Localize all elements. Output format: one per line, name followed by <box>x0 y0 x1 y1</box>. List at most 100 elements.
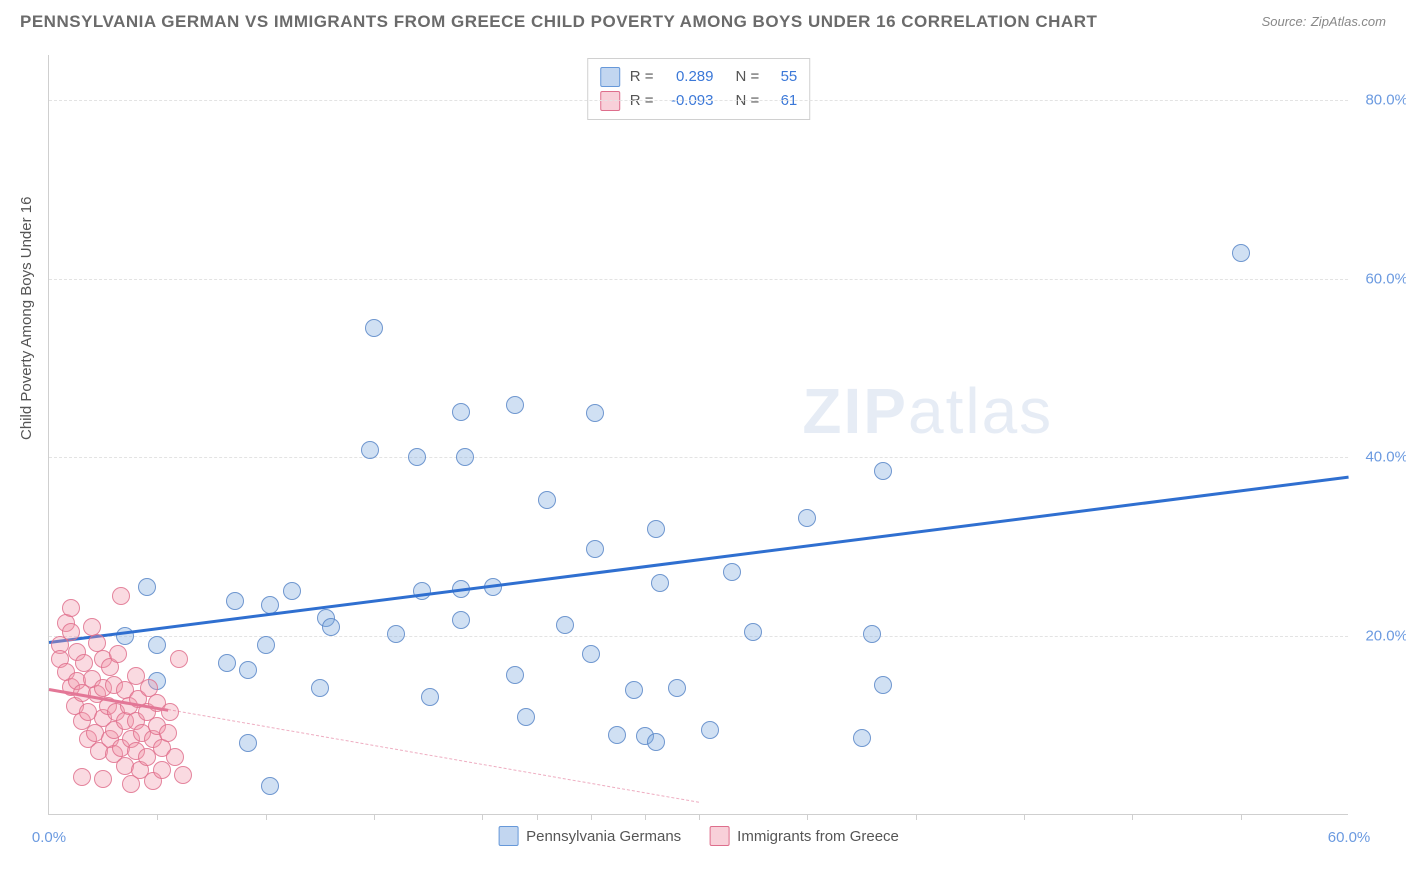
data-point <box>159 724 177 742</box>
data-point <box>586 404 604 422</box>
data-point <box>218 654 236 672</box>
x-minor-tick <box>157 814 158 820</box>
x-minor-tick <box>537 814 538 820</box>
data-point <box>153 761 171 779</box>
data-point <box>161 703 179 721</box>
correlation-legend: R =0.289N =55R =-0.093N =61 <box>587 58 811 120</box>
data-point <box>261 777 279 795</box>
data-point <box>73 768 91 786</box>
series-legend: Pennsylvania Germans Immigrants from Gree… <box>498 826 899 846</box>
legend-series-item: Pennsylvania Germans <box>498 826 681 846</box>
data-point <box>651 574 669 592</box>
data-point <box>798 509 816 527</box>
r-value: 0.289 <box>664 65 714 89</box>
data-point <box>647 520 665 538</box>
watermark: ZIPatlas <box>802 374 1053 448</box>
data-point <box>365 319 383 337</box>
legend-swatch <box>498 826 518 846</box>
data-point <box>83 618 101 636</box>
x-minor-tick <box>699 814 700 820</box>
gridline-horizontal <box>49 279 1348 280</box>
x-tick-label: 60.0% <box>1328 829 1371 846</box>
data-point <box>148 636 166 654</box>
data-point <box>112 587 130 605</box>
legend-swatch <box>600 67 620 87</box>
data-point <box>62 599 80 617</box>
data-point <box>138 578 156 596</box>
data-point <box>538 491 556 509</box>
data-point <box>701 721 719 739</box>
source-label: Source: <box>1262 14 1307 29</box>
data-point <box>582 645 600 663</box>
data-point <box>647 733 665 751</box>
legend-series-label: Immigrants from Greece <box>737 828 899 845</box>
data-point <box>408 448 426 466</box>
data-point <box>322 618 340 636</box>
x-minor-tick <box>482 814 483 820</box>
data-point <box>1232 244 1250 262</box>
data-point <box>452 611 470 629</box>
data-point <box>226 592 244 610</box>
data-point <box>239 734 257 752</box>
data-point <box>517 708 535 726</box>
data-point <box>62 623 80 641</box>
n-label: N = <box>736 89 760 113</box>
data-point <box>863 625 881 643</box>
x-minor-tick <box>645 814 646 820</box>
chart-title: PENNSYLVANIA GERMAN VS IMMIGRANTS FROM G… <box>20 12 1097 32</box>
scatter-chart: R =0.289N =55R =-0.093N =61 ZIPatlas Pen… <box>48 55 1348 815</box>
data-point <box>874 676 892 694</box>
r-label: R = <box>630 65 654 89</box>
legend-swatch <box>709 826 729 846</box>
gridline-horizontal <box>49 100 1348 101</box>
data-point <box>874 462 892 480</box>
x-minor-tick <box>591 814 592 820</box>
legend-stat-row: R =0.289N =55 <box>600 65 798 89</box>
x-minor-tick <box>1241 814 1242 820</box>
regression-line <box>49 475 1349 643</box>
data-point <box>506 666 524 684</box>
data-point <box>174 766 192 784</box>
data-point <box>608 726 626 744</box>
y-tick-label: 80.0% <box>1365 91 1406 108</box>
data-point <box>387 625 405 643</box>
data-point <box>723 563 741 581</box>
x-minor-tick <box>1132 814 1133 820</box>
y-tick-label: 40.0% <box>1365 449 1406 466</box>
gridline-horizontal <box>49 636 1348 637</box>
data-point <box>239 661 257 679</box>
y-tick-label: 20.0% <box>1365 628 1406 645</box>
gridline-horizontal <box>49 457 1348 458</box>
legend-series-label: Pennsylvania Germans <box>526 828 681 845</box>
data-point <box>421 688 439 706</box>
x-minor-tick <box>916 814 917 820</box>
x-minor-tick <box>807 814 808 820</box>
x-minor-tick <box>374 814 375 820</box>
x-tick-label: 0.0% <box>32 829 66 846</box>
y-axis-title: Child Poverty Among Boys Under 16 <box>18 197 35 440</box>
data-point <box>361 441 379 459</box>
legend-swatch <box>600 91 620 111</box>
source-value: ZipAtlas.com <box>1311 14 1386 29</box>
y-tick-label: 60.0% <box>1365 270 1406 287</box>
source-attribution: Source: ZipAtlas.com <box>1262 13 1386 31</box>
data-point <box>668 679 686 697</box>
data-point <box>166 748 184 766</box>
legend-stat-row: R =-0.093N =61 <box>600 89 798 113</box>
data-point <box>506 396 524 414</box>
data-point <box>452 403 470 421</box>
data-point <box>257 636 275 654</box>
data-point <box>456 448 474 466</box>
data-point <box>625 681 643 699</box>
legend-series-item: Immigrants from Greece <box>709 826 899 846</box>
data-point <box>170 650 188 668</box>
x-minor-tick <box>1024 814 1025 820</box>
data-point <box>283 582 301 600</box>
data-point <box>744 623 762 641</box>
data-point <box>311 679 329 697</box>
data-point <box>413 582 431 600</box>
n-value: 61 <box>769 89 797 113</box>
regression-line-extrapolated <box>168 709 699 803</box>
data-point <box>853 729 871 747</box>
data-point <box>556 616 574 634</box>
